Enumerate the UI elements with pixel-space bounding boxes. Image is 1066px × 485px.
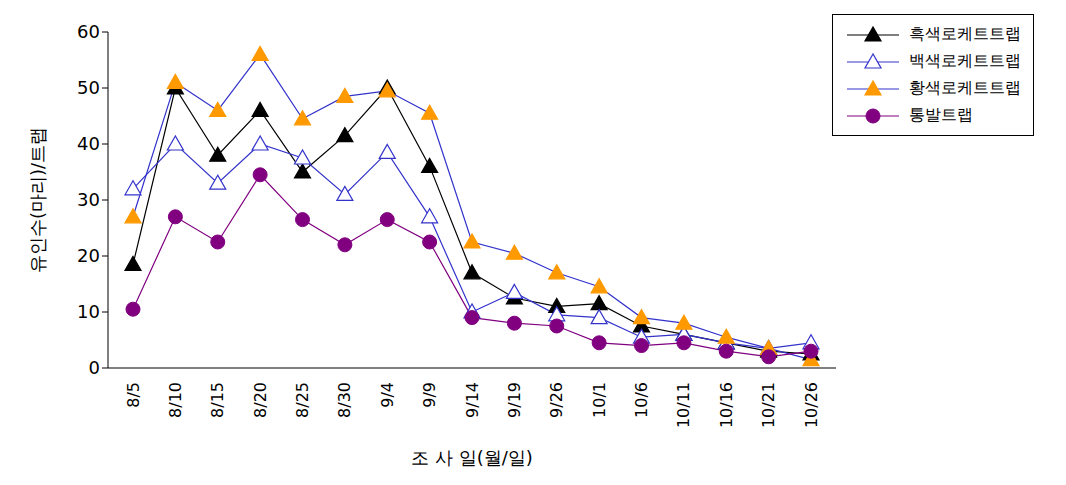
svg-text:10/26: 10/26 <box>802 382 821 428</box>
svg-text:10/6: 10/6 <box>632 382 651 418</box>
svg-text:9/14: 9/14 <box>463 382 482 418</box>
svg-text:유인수(마리)/트랩: 유인수(마리)/트랩 <box>27 127 48 273</box>
svg-text:8/10: 8/10 <box>166 382 185 418</box>
svg-text:9/26: 9/26 <box>547 382 566 418</box>
html-text:황색로케트트랩: 황색로케트트랩 <box>909 78 1021 97</box>
svg-text:0: 0 <box>89 357 100 378</box>
html-text:흑색로케트트랩: 흑색로케트트랩 <box>909 24 1021 43</box>
svg-text:10/1: 10/1 <box>590 382 609 418</box>
svg-text:40: 40 <box>77 133 100 154</box>
svg-text:8/15: 8/15 <box>208 382 227 418</box>
svg-text:조 사 일(월/일): 조 사 일(월/일) <box>411 447 533 468</box>
svg-text:10/11: 10/11 <box>674 382 693 428</box>
svg-text:10/21: 10/21 <box>759 382 778 428</box>
svg-text:60: 60 <box>77 21 100 42</box>
html-text:백색로케트트랩: 백색로케트트랩 <box>909 51 1021 70</box>
svg-text:20: 20 <box>77 245 100 266</box>
svg-text:9/9: 9/9 <box>420 382 439 408</box>
svg-text:8/25: 8/25 <box>293 382 312 418</box>
svg-text:8/30: 8/30 <box>335 382 354 418</box>
svg-text:9/19: 9/19 <box>505 382 524 418</box>
svg-text:10/16: 10/16 <box>717 382 736 428</box>
svg-text:8/5: 8/5 <box>124 382 143 408</box>
html-text:통발트랩: 통발트랩 <box>909 105 973 124</box>
svg-text:10: 10 <box>77 301 100 322</box>
svg-text:8/20: 8/20 <box>251 382 270 418</box>
svg-text:50: 50 <box>77 77 100 98</box>
svg-text:9/4: 9/4 <box>378 382 397 408</box>
svg-text:30: 30 <box>77 189 100 210</box>
